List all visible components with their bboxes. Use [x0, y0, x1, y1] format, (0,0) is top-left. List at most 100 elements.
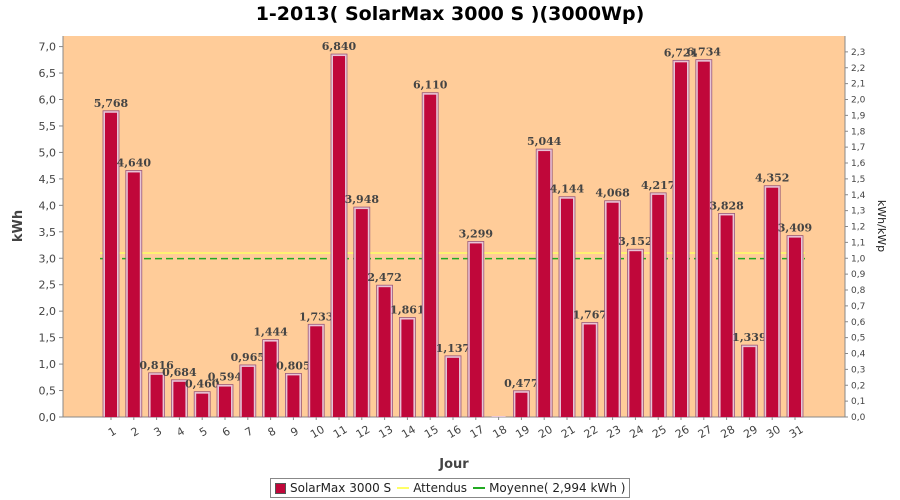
bar: [150, 374, 163, 417]
data-label: 3,948: [345, 193, 380, 206]
y-tick-label: 5,5: [39, 120, 57, 133]
x-tick-label: 7: [243, 425, 256, 440]
y2-tick-label: 2,1: [851, 80, 865, 90]
y2-tick-label: 1,9: [851, 111, 866, 121]
y2-tick-label: 1,4: [851, 191, 866, 201]
legend-item-series: SolarMax 3000 S: [275, 481, 391, 495]
data-label: 0,477: [504, 377, 538, 390]
data-label: 2,472: [367, 271, 401, 284]
y-tick-label: 6,0: [39, 94, 57, 107]
y-tick-label: 2,5: [39, 279, 57, 292]
bar: [606, 202, 619, 417]
bar: [105, 112, 117, 417]
bar: [515, 392, 528, 417]
bar: [697, 61, 710, 417]
x-tick-label: 12: [354, 423, 373, 441]
y2-tick-label: 0,3: [851, 365, 865, 375]
y-tick-label: 1,0: [39, 358, 57, 371]
x-tick-label: 11: [331, 423, 350, 441]
y-axis-label: kWh: [11, 210, 26, 242]
y-tick-label: 1,5: [39, 332, 57, 345]
x-tick-label: 31: [787, 423, 806, 441]
x-tick-label: 27: [696, 423, 715, 441]
bar: [127, 172, 140, 417]
legend-item-moyenne: Moyenne( 2,994 kWh ): [473, 481, 625, 495]
data-label: 0,805: [276, 359, 310, 372]
data-label: 1,444: [253, 326, 288, 339]
data-label: 4,068: [595, 187, 630, 200]
x-tick-label: 22: [582, 423, 601, 441]
y2-tick-label: 0,8: [851, 286, 866, 296]
legend-swatch-moyenne: [473, 487, 486, 489]
y-tick-label: 3,5: [39, 226, 57, 239]
bar: [766, 187, 779, 417]
data-label: 0,684: [162, 366, 197, 379]
data-label: 1,861: [390, 304, 424, 317]
legend-swatch-attendus: [397, 487, 410, 489]
y-tick-label: 0,0: [39, 411, 57, 424]
bar: [538, 151, 551, 418]
data-label: 1,767: [573, 308, 607, 321]
x-tick-label: 24: [627, 423, 646, 441]
data-label: 4,217: [641, 179, 675, 192]
x-tick-label: 18: [491, 423, 510, 441]
x-tick-label: 29: [741, 423, 760, 441]
y-tick-label: 7,0: [39, 41, 57, 54]
x-tick-label: 20: [536, 423, 555, 441]
x-tick-label: 14: [399, 423, 418, 441]
y-tick-label: 5,0: [39, 146, 57, 159]
chart-title: 1-2013( SolarMax 3000 S )(3000Wp): [255, 3, 645, 25]
y2-tick-label: 2,2: [851, 64, 865, 74]
y2-tick-label: 1,7: [851, 143, 865, 153]
x-axis-label: Jour: [438, 457, 469, 472]
data-label: 0,816: [139, 359, 174, 372]
bar: [401, 319, 414, 417]
y2-tick-label: 0,7: [851, 302, 865, 312]
y-tick-label: 2,0: [39, 305, 57, 318]
bar: [652, 194, 665, 417]
data-label: 5,044: [527, 135, 562, 148]
x-tick-label: 13: [377, 423, 396, 441]
x-tick-label: 15: [422, 423, 441, 441]
bar: [219, 386, 231, 417]
data-label: 3,152: [618, 235, 652, 248]
x-tick-label: 4: [174, 425, 187, 440]
x-tick-label: 9: [288, 425, 301, 440]
bar: [720, 215, 733, 417]
y2-tick-label: 1,3: [851, 207, 865, 217]
bar: [241, 366, 254, 417]
y2-tick-label: 1,1: [851, 238, 865, 248]
data-label: 3,299: [459, 227, 493, 240]
data-label: 5,768: [94, 97, 129, 110]
y2-tick-label: 2,0: [851, 96, 866, 106]
x-tick-label: 25: [650, 423, 669, 441]
bar: [355, 209, 368, 417]
bar: [424, 94, 437, 417]
bar: [447, 357, 459, 417]
x-tick-label: 26: [673, 423, 692, 441]
data-label: 6,110: [413, 79, 448, 92]
x-tick-label: 16: [445, 423, 464, 441]
x-tick-label: 2: [129, 425, 142, 440]
x-tick-label: 8: [266, 425, 279, 440]
legend: SolarMax 3000 S Attendus Moyenne( 2,994 …: [270, 478, 631, 498]
bar: [333, 56, 345, 418]
bar: [469, 243, 482, 417]
y2-tick-label: 0,9: [851, 270, 866, 280]
legend-swatch-series: [275, 482, 286, 494]
bar: [629, 251, 642, 417]
bar: [173, 381, 186, 417]
y2-tick-label: 0,2: [851, 381, 865, 391]
y-tick-label: 3,0: [39, 252, 57, 265]
y2-tick-label: 0,1: [851, 397, 865, 407]
y-tick-label: 4,5: [39, 173, 57, 186]
data-label: 6,840: [322, 40, 357, 53]
data-label: 1,733: [299, 310, 333, 323]
x-tick-label: 5: [197, 425, 210, 440]
bar: [789, 237, 801, 417]
data-label: 1,339: [732, 331, 766, 344]
y2-tick-label: 1,0: [851, 254, 866, 264]
y-tick-label: 4,0: [39, 199, 57, 212]
x-tick-label: 6: [220, 425, 233, 440]
